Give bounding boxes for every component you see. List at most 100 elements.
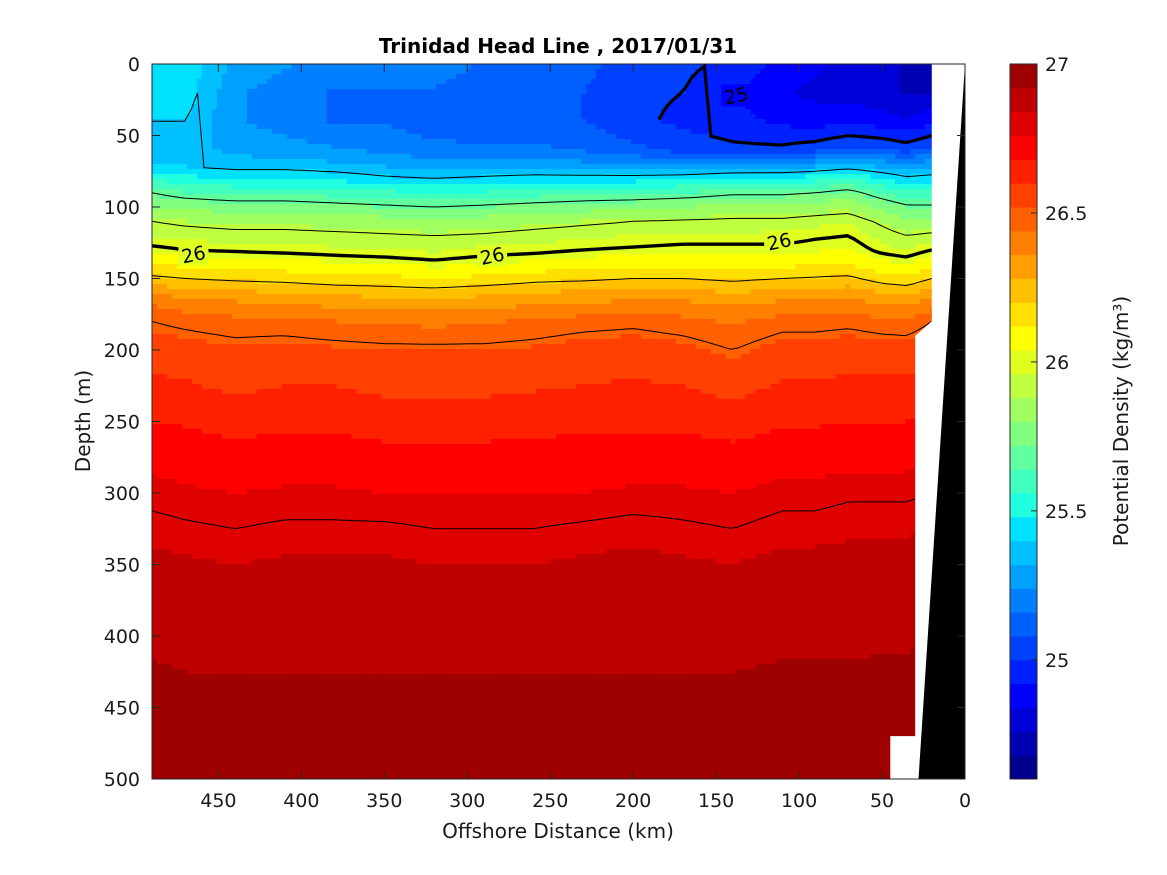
density-cell [337,124,343,130]
density-cell [152,99,158,105]
density-cell [815,184,821,190]
density-cell [466,184,472,190]
density-cell [885,99,891,105]
density-cell [576,124,582,130]
density-cell [411,209,417,215]
density-cell [815,64,821,70]
density-cell [536,149,542,155]
density-cell [671,184,677,190]
density-cell [775,169,781,175]
density-cell [875,114,881,120]
density-cell [406,99,412,105]
density-cell [691,64,697,70]
density-cell [601,189,607,195]
density-cell [616,94,622,100]
density-cell [825,149,831,155]
density-cell [162,69,168,75]
density-cell [501,94,507,100]
density-cell [785,129,791,135]
density-cell [561,104,567,110]
density-cell [691,179,697,185]
density-cell [426,109,432,115]
density-cell [770,184,776,190]
density-cell [711,209,717,215]
density-cell [840,69,846,75]
density-cell [741,64,747,70]
density-cell [337,159,343,165]
density-cell [830,74,836,80]
density-cell [855,119,861,125]
density-cell [825,79,831,85]
density-cell [456,114,462,120]
density-cell [322,174,328,180]
density-cell [721,204,727,210]
density-cell [890,114,896,120]
density-cell [461,109,467,115]
density-cell [441,134,447,140]
density-cell [157,149,163,155]
density-cell [511,139,517,145]
density-cell [656,84,662,90]
density-cell [456,139,462,145]
density-cell [870,84,876,90]
density-cell [536,209,542,215]
density-cell [756,174,762,180]
density-cell [671,119,677,125]
density-cell [267,94,273,100]
density-cell [287,159,293,165]
density-cell [322,134,328,140]
density-cell [925,84,931,90]
density-cell [606,184,612,190]
density-cell [162,114,168,120]
density-cell [352,159,358,165]
density-cell [691,99,697,105]
density-cell [885,84,891,90]
density-cell [905,94,911,100]
density-cell [880,159,886,165]
density-cell [775,69,781,75]
density-cell [711,64,717,70]
density-cell [307,99,313,105]
density-cell [506,124,512,130]
density-cell [611,214,617,220]
density-cell [456,64,462,70]
density-cell [875,174,881,180]
density-cell [506,149,512,155]
density-cell [182,79,188,85]
density-cell [561,114,567,120]
density-cell [566,109,572,115]
density-cell [441,64,447,70]
density-cell [656,79,662,85]
density-cell [671,199,677,205]
density-cell [795,99,801,105]
density-cell [850,119,856,125]
density-cell [242,199,248,205]
density-cell [366,109,372,115]
density-cell [810,104,816,110]
density-cell [716,114,722,120]
density-cell [421,94,427,100]
density-cell [830,164,836,170]
density-cell [436,69,442,75]
density-cell [591,169,597,175]
density-cell [696,149,702,155]
density-cell [327,69,333,75]
density-cell [761,169,767,175]
density-cell [237,69,243,75]
density-cell [835,84,841,90]
density-cell [900,69,906,75]
density-cell [217,194,223,200]
density-cell [800,199,806,205]
density-cell [371,64,377,70]
density-cell [880,184,886,190]
density-cell [446,214,452,220]
density-cell [257,199,263,205]
density-cell [157,119,163,125]
density-cell [671,204,677,210]
density-cell [302,174,308,180]
density-cell [307,124,313,130]
density-cell [252,119,258,125]
density-cell [401,119,407,125]
density-cell [451,119,457,125]
density-cell [651,94,657,100]
